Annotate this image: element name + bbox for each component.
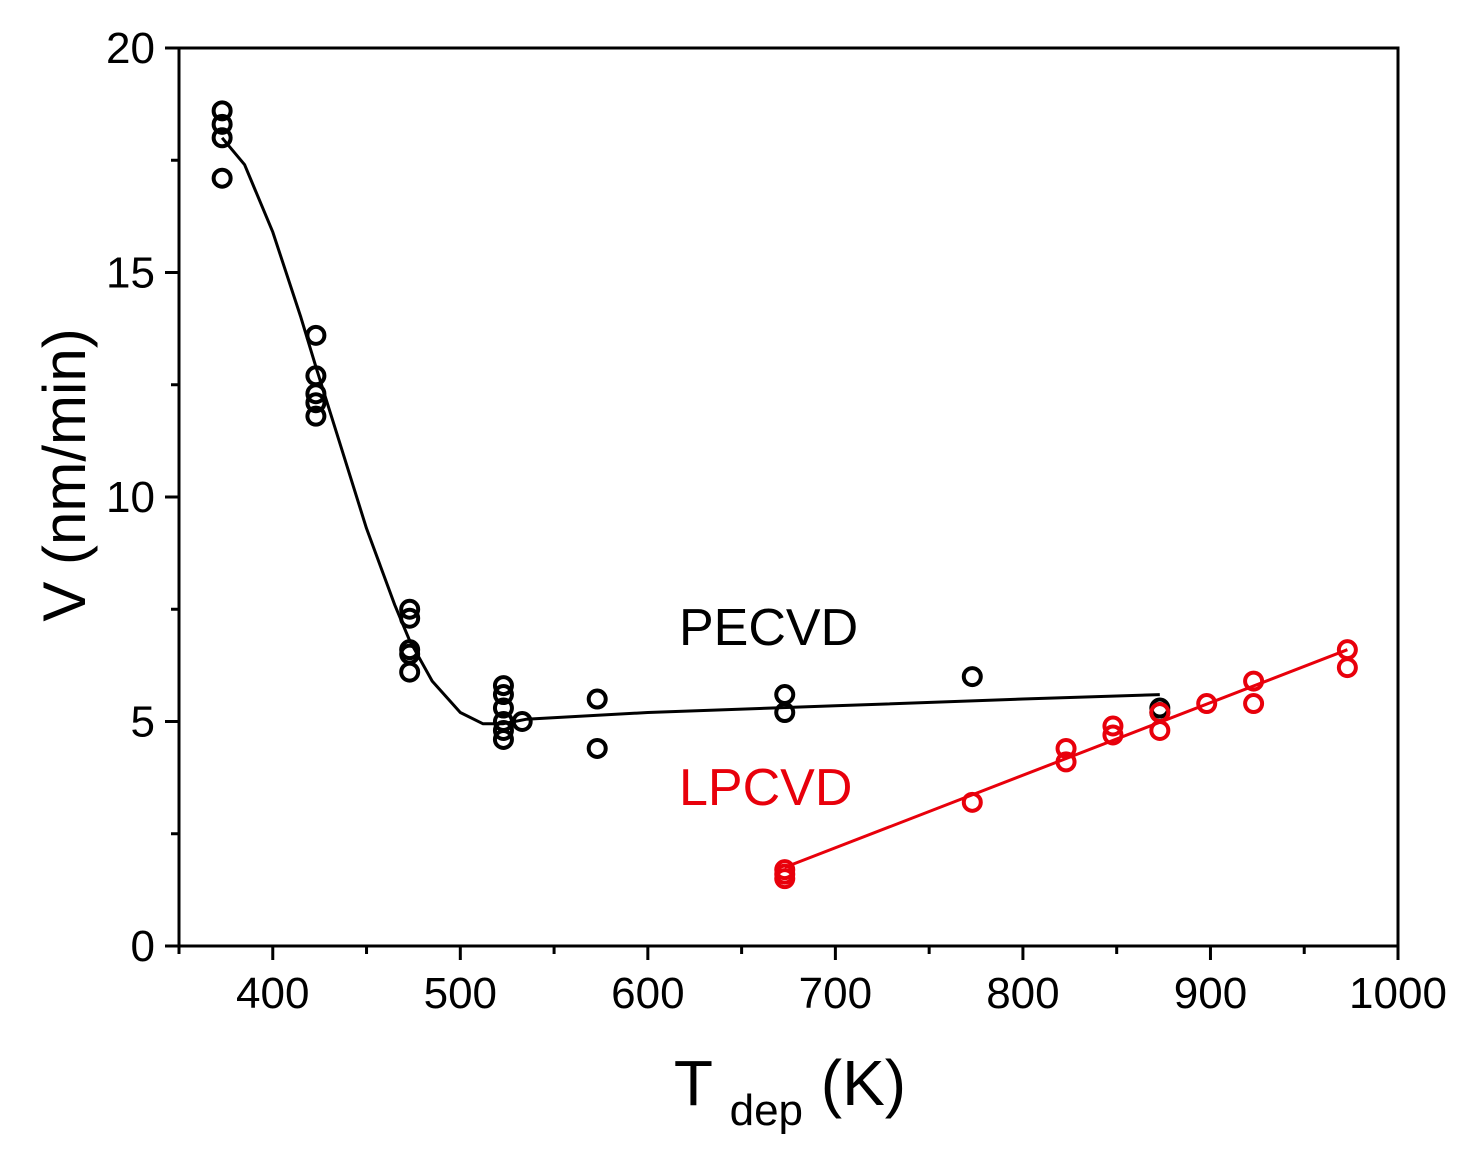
fit-line-pecvd	[220, 136, 1160, 726]
data-point-pecvd	[211, 113, 233, 135]
x-tick-label: 400	[236, 969, 309, 1018]
labels-layer: PECVD LPCVD	[679, 599, 858, 817]
x-axis-title-main: T	[674, 1047, 712, 1119]
data-point-pecvd	[492, 719, 514, 741]
data-point-pecvd	[961, 666, 983, 688]
data-point-pecvd	[305, 383, 327, 405]
data-point-lpcvd	[1055, 751, 1077, 773]
x-tick-label: 1000	[1349, 969, 1447, 1018]
y-tick-label: 0	[131, 922, 155, 971]
data-point-pecvd	[305, 405, 327, 427]
data-point-lpcvd	[1055, 737, 1077, 759]
data-point-pecvd	[586, 737, 608, 759]
data-point-pecvd	[492, 697, 514, 719]
series-label-lpcvd: LPCVD	[679, 759, 852, 817]
data-point-pecvd	[211, 167, 233, 189]
data-point-lpcvd	[774, 868, 796, 890]
x-tick-label: 500	[424, 969, 497, 1018]
y-tick-label: 5	[131, 698, 155, 747]
data-point-lpcvd	[961, 791, 983, 813]
series-label-pecvd: PECVD	[679, 599, 858, 657]
data-point-pecvd	[492, 728, 514, 750]
series-layer	[211, 100, 1358, 890]
x-tick-label: 600	[611, 969, 684, 1018]
data-point-pecvd	[492, 675, 514, 697]
data-point-lpcvd	[1243, 693, 1265, 715]
data-point-pecvd	[211, 127, 233, 149]
x-tick-label: 800	[986, 969, 1059, 1018]
x-tick-label: 700	[799, 969, 872, 1018]
y-tick-label: 20	[106, 24, 155, 73]
data-point-pecvd	[774, 702, 796, 724]
x-axis-title: T dep (K)	[674, 1047, 906, 1139]
data-point-lpcvd	[1336, 657, 1358, 679]
data-point-lpcvd	[1102, 724, 1124, 746]
axes-layer: 400 500 600 700 800 900 1000 0 5 10 15 20	[106, 24, 1447, 1018]
data-point-pecvd	[399, 661, 421, 683]
data-point-pecvd	[211, 100, 233, 122]
data-point-lpcvd	[1149, 719, 1171, 741]
data-point-pecvd	[399, 607, 421, 629]
x-axis-title-rest: (K)	[821, 1047, 906, 1119]
y-tick-label: 15	[106, 249, 155, 298]
data-point-pecvd	[305, 324, 327, 346]
data-point-lpcvd	[1196, 693, 1218, 715]
data-point-pecvd	[399, 598, 421, 620]
data-point-pecvd	[492, 684, 514, 706]
x-axis-title-sub: dep	[730, 1086, 803, 1135]
titles-layer: T dep (K) V (nm/min)	[31, 328, 906, 1139]
data-point-pecvd	[511, 711, 533, 732]
data-point-lpcvd	[1102, 715, 1124, 737]
x-tick-label: 900	[1174, 969, 1247, 1018]
data-point-pecvd	[586, 688, 608, 710]
y-axis-title: V (nm/min)	[31, 328, 98, 621]
y-tick-label: 10	[106, 473, 155, 522]
data-point-lpcvd	[1243, 670, 1265, 692]
data-point-pecvd	[774, 684, 796, 706]
data-point-pecvd	[305, 392, 327, 414]
